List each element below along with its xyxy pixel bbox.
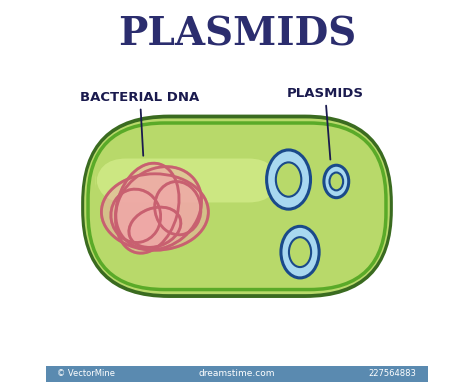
Text: PLASMIDS: PLASMIDS: [287, 87, 364, 160]
Ellipse shape: [115, 163, 179, 253]
Ellipse shape: [129, 207, 181, 248]
FancyBboxPatch shape: [81, 115, 393, 298]
Bar: [46, 366, 428, 382]
Text: © VectorMine: © VectorMine: [57, 369, 116, 379]
Ellipse shape: [111, 189, 161, 243]
Text: BACTERIAL DNA: BACTERIAL DNA: [81, 91, 200, 156]
Ellipse shape: [266, 150, 310, 209]
FancyBboxPatch shape: [96, 159, 279, 202]
Ellipse shape: [329, 173, 343, 190]
Ellipse shape: [289, 237, 311, 267]
Text: PLASMIDS: PLASMIDS: [118, 15, 356, 53]
FancyBboxPatch shape: [84, 118, 390, 294]
Ellipse shape: [155, 181, 201, 235]
Ellipse shape: [116, 167, 201, 250]
Ellipse shape: [324, 165, 349, 198]
Ellipse shape: [276, 162, 301, 197]
Text: 227564883: 227564883: [369, 369, 417, 379]
Text: dreamstime.com: dreamstime.com: [199, 369, 275, 379]
Ellipse shape: [281, 226, 319, 278]
Ellipse shape: [101, 174, 209, 250]
